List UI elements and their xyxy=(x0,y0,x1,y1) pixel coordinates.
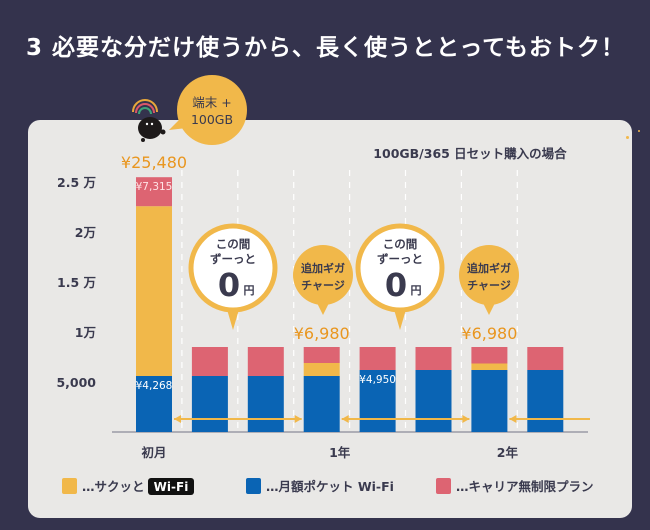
bar-segment xyxy=(303,347,340,363)
y-tick-label: 1万 xyxy=(75,325,96,340)
mascot-icon xyxy=(138,117,162,139)
bar-segment xyxy=(471,347,508,364)
page-title: 3 必要な分だけ使うから、長く使うととってもおトク！ xyxy=(26,35,626,61)
callout-bubble xyxy=(459,245,519,305)
bar-segment xyxy=(359,370,396,432)
callout-text: 端末 + xyxy=(192,95,231,110)
mascot-eye xyxy=(150,122,154,126)
bar-segment xyxy=(415,347,452,370)
y-tick-label: 2万 xyxy=(75,225,96,240)
legend-label: …サクッと xyxy=(82,479,145,494)
arrow-head-left xyxy=(341,415,349,423)
bar-segment xyxy=(191,376,228,432)
callout-text: この間 xyxy=(383,237,418,251)
y-tick-label: 1.5 万 xyxy=(57,275,96,290)
callout-zero-value: 0 xyxy=(218,266,240,304)
chart-subtitle: 100GB/365 日セット購入の場合 xyxy=(373,146,567,161)
bar-segment xyxy=(303,376,340,432)
y-tick-label: 5,000 xyxy=(56,375,96,390)
arrow-head-right xyxy=(462,415,470,423)
mascot-rainbow-icon xyxy=(135,103,155,114)
bar-segment xyxy=(136,177,172,207)
bar-segment xyxy=(415,370,452,432)
bar-segment xyxy=(247,347,284,376)
callout-text: 追加ギガ xyxy=(301,261,345,275)
bar-value-label: ¥4,950 xyxy=(359,374,396,386)
sparkle-decoration xyxy=(626,136,629,139)
legend-swatch xyxy=(62,478,77,494)
mascot-eye xyxy=(145,122,149,126)
bar-segment xyxy=(136,376,172,432)
total-price-label: ¥25,480 xyxy=(121,153,187,172)
bar-segment xyxy=(303,363,340,376)
legend-swatch xyxy=(246,478,261,494)
callout-bubble xyxy=(355,223,445,313)
total-price-label: ¥6,980 xyxy=(294,324,350,343)
bar-segment xyxy=(136,206,172,376)
arrow-head-left xyxy=(174,415,181,423)
legend-badge xyxy=(148,478,194,495)
bar-segment xyxy=(471,363,508,370)
bar-segment xyxy=(359,347,396,370)
callout-zero-value: 0 xyxy=(385,266,407,304)
callout-text: ずーっと xyxy=(377,252,423,266)
legend-swatch xyxy=(436,478,451,494)
mascot-hand xyxy=(160,129,166,135)
callout-text: チャージ xyxy=(301,279,345,292)
callout-bubble xyxy=(293,245,353,305)
bar-segment xyxy=(527,347,564,370)
bar-segment xyxy=(191,347,228,376)
legend-badge-text: Wi-Fi xyxy=(154,480,189,494)
bar-value-label: ¥7,315 xyxy=(136,181,173,193)
mascot-foot xyxy=(141,138,145,142)
total-price-label: ¥6,980 xyxy=(461,324,517,343)
callout-bubble xyxy=(188,223,278,313)
bar-segment xyxy=(471,370,508,432)
callout-text: 追加ギガ xyxy=(467,261,511,275)
callout-text: 100GB xyxy=(191,112,233,127)
sparkle-decoration xyxy=(638,130,640,132)
x-tick-label: 1年 xyxy=(329,445,351,460)
bar-segment xyxy=(247,376,284,432)
legend-label: …月額ポケット Wi-Fi xyxy=(266,479,394,494)
callout-bubble xyxy=(177,75,247,145)
legend-label: …キャリア無制限プラン xyxy=(456,479,594,494)
arrow-head-right xyxy=(294,415,302,423)
y-tick-label: 2.5 万 xyxy=(57,175,96,190)
chart-card xyxy=(28,120,632,518)
bar-value-label: ¥4,268 xyxy=(136,380,173,392)
x-tick-label: 2年 xyxy=(497,445,519,460)
mascot-rainbow-icon xyxy=(132,99,158,113)
callout-unit: 円 xyxy=(244,284,255,297)
callout-text: ずーっと xyxy=(210,252,256,266)
mascot-rainbow-icon xyxy=(138,107,152,115)
callout-unit: 円 xyxy=(411,284,422,297)
x-tick-label: 初月 xyxy=(141,445,166,460)
arrow-head-left xyxy=(509,415,517,423)
bar-segment xyxy=(527,370,564,432)
callout-text: この間 xyxy=(216,237,251,251)
callout-text: チャージ xyxy=(467,279,511,292)
